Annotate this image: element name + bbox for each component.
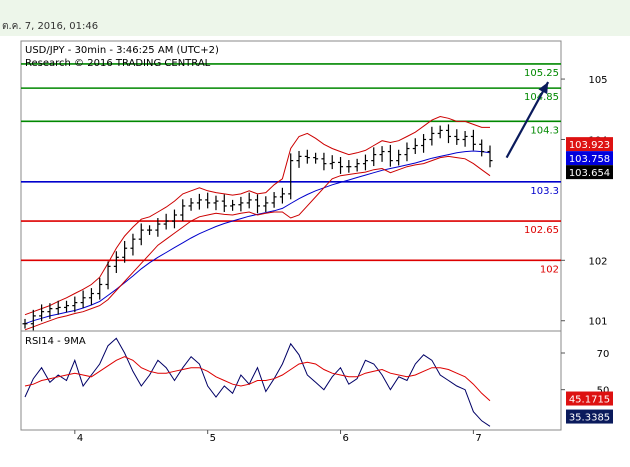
rsi-price-box-label: 35.3385: [569, 413, 610, 424]
price-bar: [196, 193, 202, 210]
y-tick-label: 105: [588, 75, 607, 86]
price-bar: [130, 233, 136, 256]
forecast-arrow-head: [538, 82, 549, 95]
price-bar: [188, 198, 194, 211]
level-label: 104.3: [530, 125, 559, 136]
level-label: 104.85: [524, 92, 559, 103]
rsi-title: RSI14 - 9MA: [25, 336, 86, 347]
price-bar: [487, 145, 493, 168]
price-bar: [288, 153, 294, 200]
price-bar: [113, 251, 119, 273]
price-box-label: 103.758: [569, 154, 610, 165]
price-bar: [313, 152, 319, 164]
price-bar: [205, 192, 211, 209]
price-bar: [271, 192, 277, 208]
price-bar: [396, 149, 402, 166]
rsi-price-box: [566, 391, 613, 406]
price-bar: [88, 288, 94, 306]
series-line-bollinger_lower: [24, 155, 491, 331]
price-bar: [412, 138, 418, 154]
x-tick-label: 4: [77, 433, 83, 444]
series-line-bollinger_upper: [24, 115, 490, 316]
price-bar: [304, 149, 310, 164]
price-bar: [371, 147, 377, 167]
x-tick-label: 5: [210, 433, 216, 444]
price-bar: [230, 199, 236, 211]
level-label: 102: [540, 264, 559, 275]
price-bar: [255, 194, 260, 214]
price-bar: [387, 144, 393, 167]
level-label: 105.25: [524, 68, 559, 79]
level-label: 103.3: [530, 186, 559, 197]
y-tick-label: 101: [588, 317, 607, 328]
price-bar: [445, 124, 451, 144]
price-bar: [155, 218, 161, 237]
price-bar: [346, 160, 352, 173]
rsi-tick-label: 70: [597, 349, 610, 360]
price-bar: [462, 131, 468, 147]
price-bar: [329, 155, 335, 170]
price-bar: [437, 125, 443, 139]
chart-subtitle: Research © 2016 TRADING CENTRAL: [25, 58, 211, 69]
rsi-price-box: [566, 409, 613, 424]
price-bar: [22, 318, 28, 329]
price-box: [566, 165, 613, 180]
price-bar: [321, 152, 327, 171]
price-bar: [296, 150, 302, 168]
price-bar: [454, 129, 460, 145]
price-bar: [97, 277, 103, 300]
price-bar: [64, 300, 70, 313]
price-bar: [30, 309, 36, 331]
price-bar: [421, 134, 427, 153]
rsi-series-line: [24, 337, 491, 427]
price-bar: [147, 225, 153, 235]
date-banner: ต.ค. 7, 2016, 01:46: [0, 0, 630, 36]
price-bar: [138, 223, 144, 246]
x-tick-label: 7: [475, 433, 481, 444]
rsi-panel-frame: [20, 330, 562, 431]
price-bar: [470, 129, 476, 151]
series-line-ma: [24, 150, 491, 325]
price-bar: [263, 196, 269, 212]
price-bar: [279, 187, 285, 204]
price-bar: [429, 126, 435, 146]
price-bar: [221, 194, 227, 212]
price-bar: [213, 195, 219, 211]
price-bar: [55, 300, 61, 315]
price-bar: [171, 209, 177, 229]
price-bar: [122, 240, 128, 263]
price-bar: [362, 154, 368, 171]
price-bar: [338, 157, 344, 174]
price-bar: [47, 303, 53, 319]
date-text: ต.ค. 7, 2016, 01:46: [2, 21, 99, 32]
rsi-series-line: [24, 356, 491, 402]
y-tick-label: 102: [588, 256, 607, 267]
price-bar: [72, 296, 78, 313]
price-bar: [404, 142, 410, 162]
price-bar: [238, 196, 244, 212]
price-bar: [246, 192, 252, 209]
price-box-label: 103.923: [569, 140, 610, 151]
price-bar: [479, 139, 485, 157]
price-bar: [163, 213, 169, 230]
price-bar: [80, 290, 86, 309]
price-bar: [354, 158, 360, 172]
price-bar: [39, 304, 45, 322]
rsi-tick-label: 50: [597, 386, 610, 397]
price-bar: [379, 146, 385, 162]
level-label: 102.65: [524, 225, 559, 236]
price-bar: [105, 261, 111, 290]
x-tick-label: 6: [343, 433, 349, 444]
forecast-arrow-line: [505, 81, 550, 159]
price-bar: [180, 199, 186, 222]
price-box: [566, 137, 613, 152]
chart-title: USD/JPY - 30min - 3:46:25 AM (UTC+2): [25, 45, 219, 56]
price-box-label: 103.654: [569, 168, 610, 179]
price-box: [566, 151, 613, 166]
rsi-price-box-label: 45.1715: [569, 395, 610, 406]
